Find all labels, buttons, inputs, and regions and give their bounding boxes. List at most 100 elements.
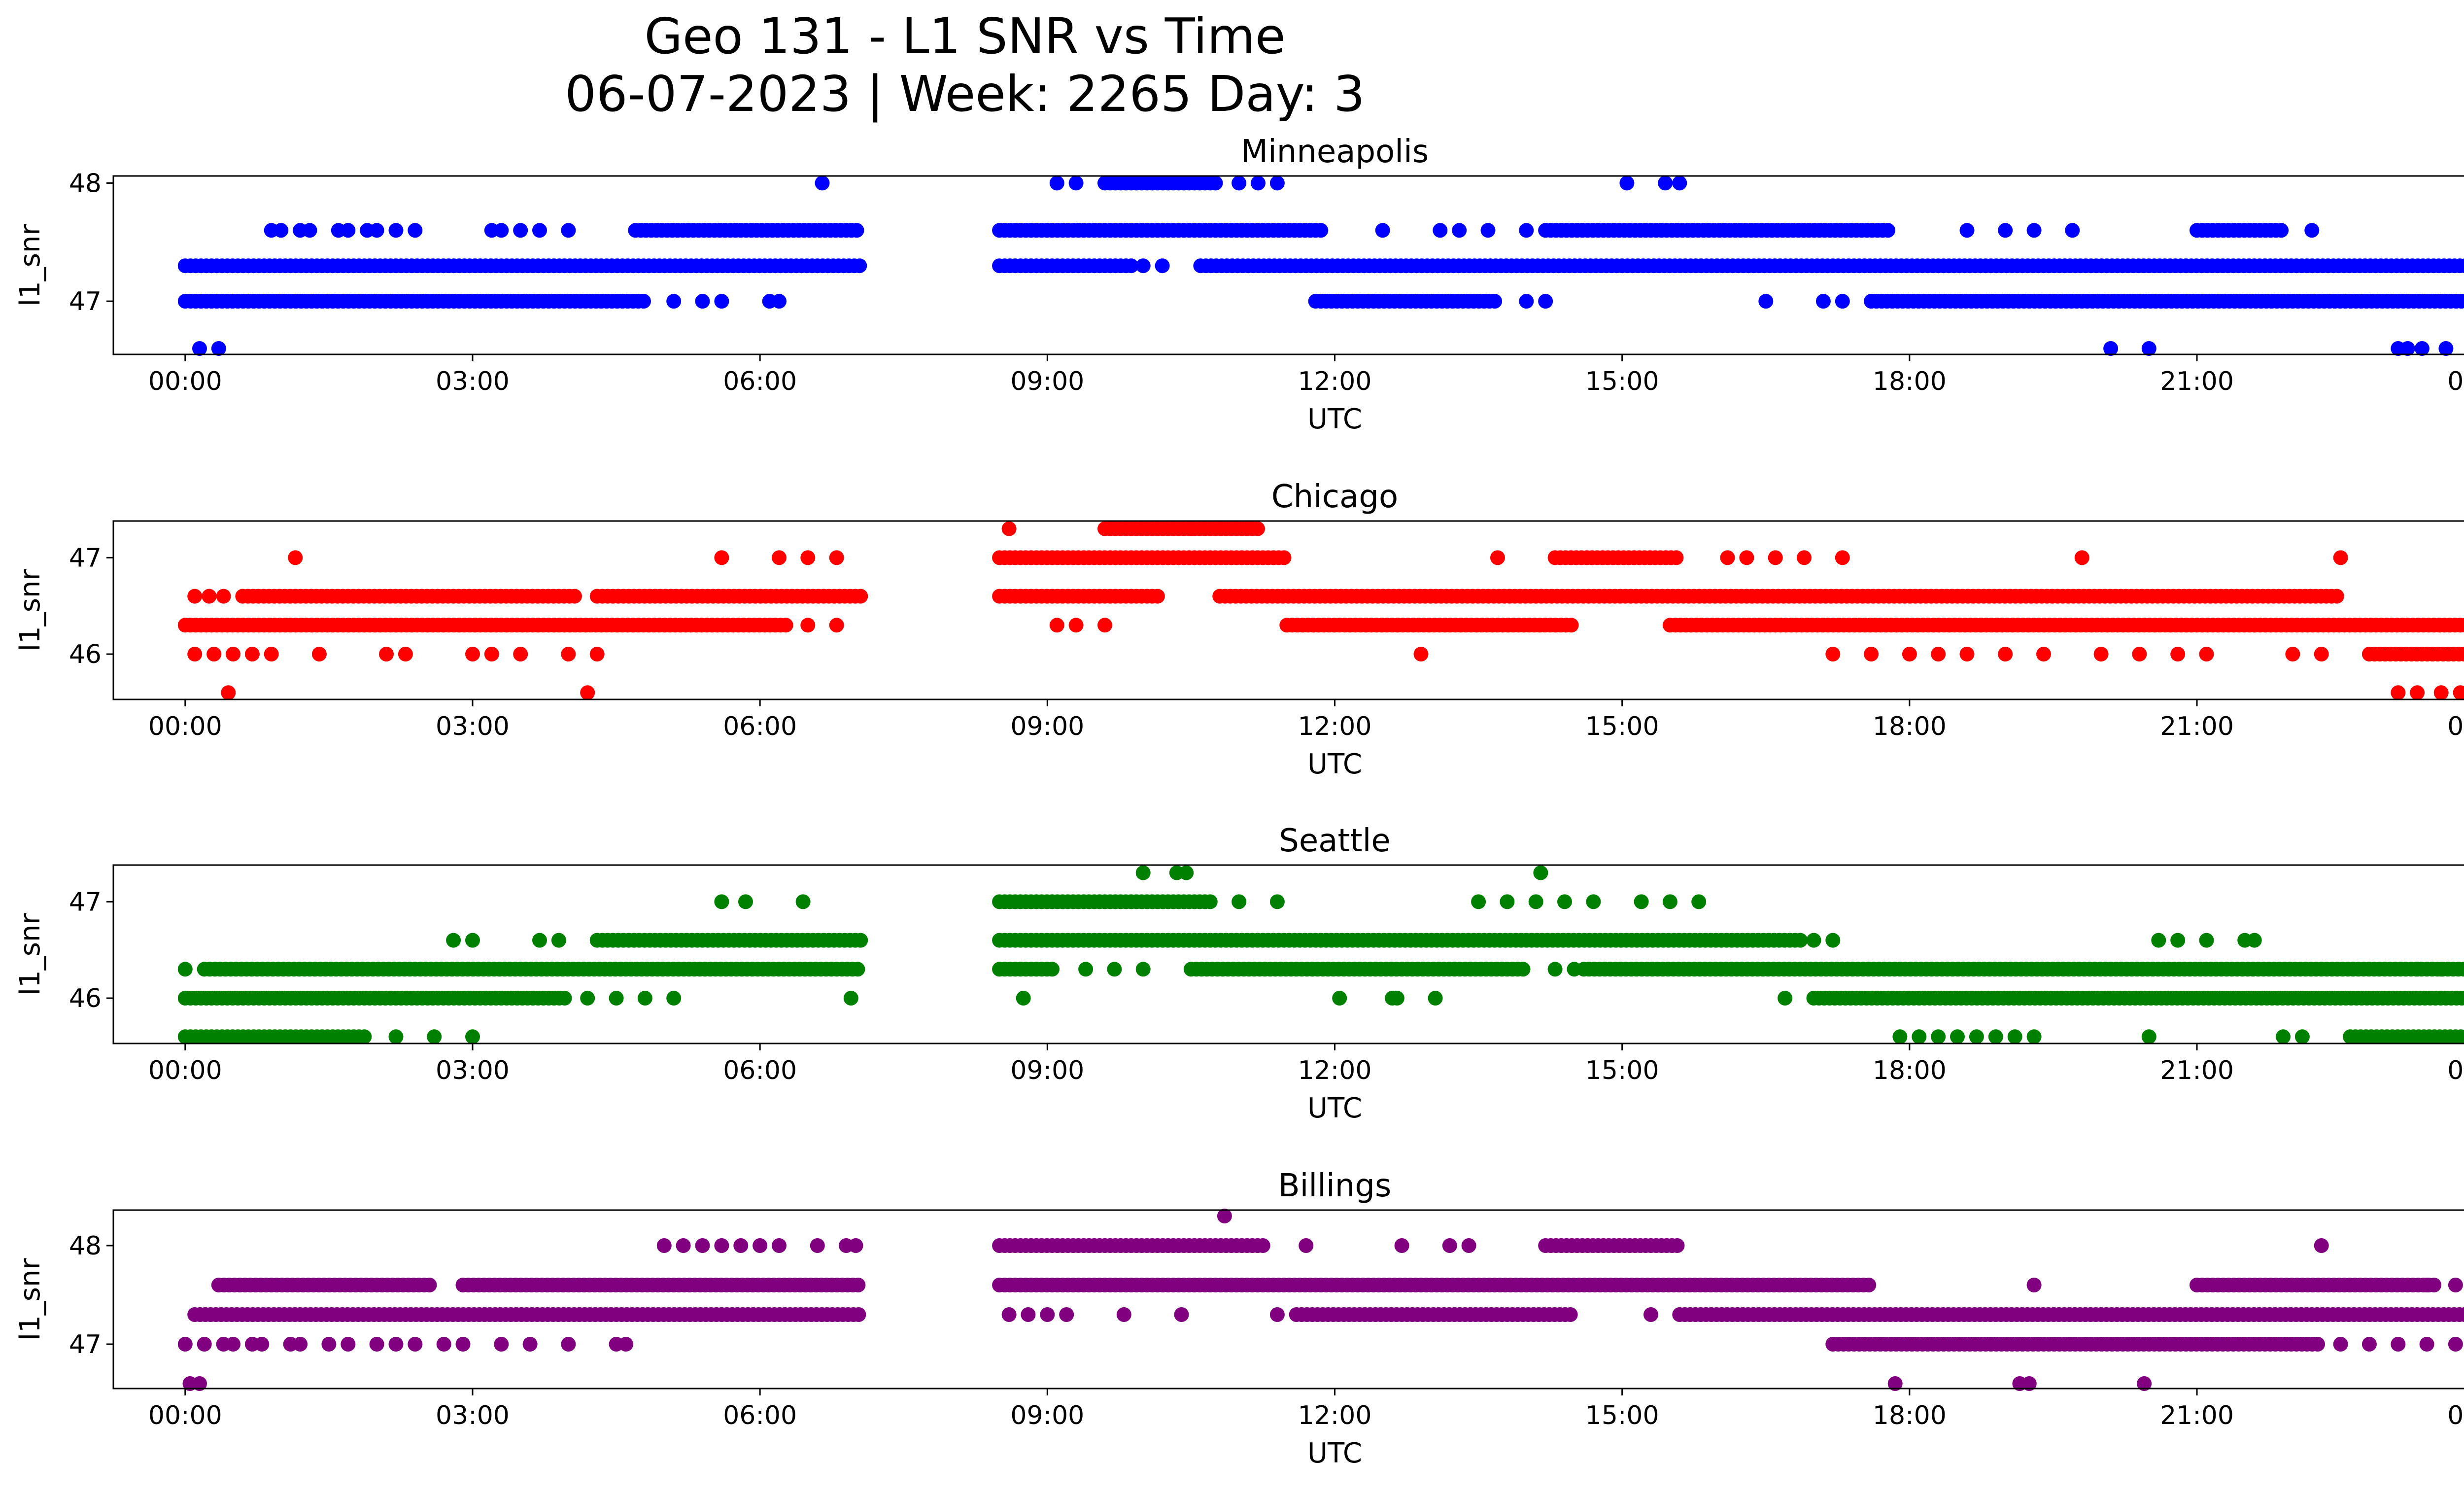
data-point [2419, 1278, 2434, 1292]
data-point [1021, 1307, 1036, 1322]
data-point [1208, 175, 1223, 191]
data-point [341, 1337, 356, 1352]
data-point [2410, 962, 2425, 977]
data-point [408, 223, 423, 238]
data-point [2065, 223, 2080, 238]
data-point [1563, 1307, 1578, 1322]
data-point [1068, 175, 1084, 191]
data-point [2026, 223, 2042, 238]
data-point [1135, 865, 1151, 880]
x-axis-label: UTC [1307, 1437, 1362, 1469]
x-tick-label: 00:00 [2447, 367, 2464, 396]
data-point [2247, 933, 2262, 948]
data-point [288, 550, 303, 565]
data-point [1299, 1238, 1314, 1253]
data-point [422, 1278, 437, 1292]
data-point [1864, 647, 1879, 661]
data-point [1078, 962, 1094, 977]
data-point [1519, 223, 1534, 238]
data-point [1806, 933, 1821, 948]
scatter-series [177, 521, 2464, 700]
data-point [1001, 521, 1017, 536]
data-point [1500, 894, 1515, 909]
data-point [2333, 550, 2348, 565]
data-point [388, 1029, 404, 1044]
data-point [177, 962, 193, 977]
data-point [714, 894, 729, 909]
data-point [714, 294, 729, 309]
data-band [235, 589, 2344, 604]
data-point [609, 991, 624, 1006]
data-point [1269, 175, 1285, 191]
data-point [1107, 962, 1122, 977]
y-tick-label: 47 [69, 543, 102, 573]
x-tick-label: 21:00 [2160, 1401, 2234, 1430]
x-tick-label: 00:00 [148, 1056, 222, 1085]
x-tick-label: 12:00 [1298, 367, 1372, 396]
data-point [1619, 175, 1635, 191]
data-point [2132, 647, 2147, 661]
data-point [1519, 294, 1534, 309]
data-point [2304, 223, 2320, 238]
figure-title-line1: Geo 131 - L1 SNR vs Time [645, 7, 1286, 65]
data-point [2026, 1029, 2042, 1044]
x-tick-label: 15:00 [1585, 367, 1659, 396]
x-axis-label: UTC [1307, 748, 1362, 780]
data-point [197, 1337, 212, 1352]
subplot-title: Chicago [1271, 479, 1398, 515]
data-point [226, 1337, 240, 1352]
data-band [177, 258, 2464, 274]
data-point [1797, 550, 1812, 565]
data-point [1413, 647, 1429, 661]
data-point [829, 618, 844, 633]
x-tick-label: 00:00 [2447, 1056, 2464, 1085]
data-band [628, 223, 2289, 238]
data-point [1672, 175, 1687, 191]
data-point [772, 550, 787, 565]
data-point [1515, 962, 1531, 977]
subplot-title: Billings [1278, 1168, 1392, 1204]
data-point [1547, 962, 1563, 977]
data-point [666, 294, 682, 309]
y-axis-label: l1_snr [14, 569, 46, 652]
data-point [2276, 1029, 2291, 1044]
data-point [1567, 962, 1582, 977]
x-tick-label: 00:00 [2447, 712, 2464, 741]
data-point [206, 647, 222, 661]
data-point [557, 991, 572, 1006]
data-point [436, 1337, 451, 1352]
data-point [1557, 894, 1572, 909]
data-point [656, 1238, 672, 1253]
data-point [2141, 341, 2156, 356]
y-tick-label: 47 [69, 1330, 102, 1359]
data-point [2074, 550, 2089, 565]
data-point [211, 341, 226, 356]
x-tick-label: 00:00 [148, 367, 222, 396]
data-point [1150, 589, 1165, 604]
x-tick-label: 03:00 [436, 1056, 510, 1085]
data-band [187, 1307, 2464, 1322]
x-tick-label: 21:00 [2160, 1056, 2234, 1085]
y-tick-label: 47 [69, 287, 102, 316]
data-point [815, 175, 830, 191]
data-point [778, 618, 793, 633]
data-point [618, 1337, 633, 1352]
data-point [1793, 933, 1808, 948]
x-tick-label: 06:00 [723, 367, 797, 396]
data-point [1394, 1238, 1409, 1253]
data-point [810, 1238, 825, 1253]
data-point [1313, 223, 1329, 238]
data-point [676, 1238, 691, 1253]
data-point [1487, 294, 1503, 309]
data-point [1016, 991, 1031, 1006]
data-point [2410, 685, 2425, 700]
data-point [1586, 894, 1601, 909]
data-point [1442, 1238, 1457, 1253]
data-point [446, 933, 461, 948]
data-point [1124, 258, 1139, 274]
data-point [1768, 550, 1783, 565]
data-point [753, 1238, 768, 1253]
data-point [2329, 589, 2344, 604]
data-point [216, 589, 231, 604]
